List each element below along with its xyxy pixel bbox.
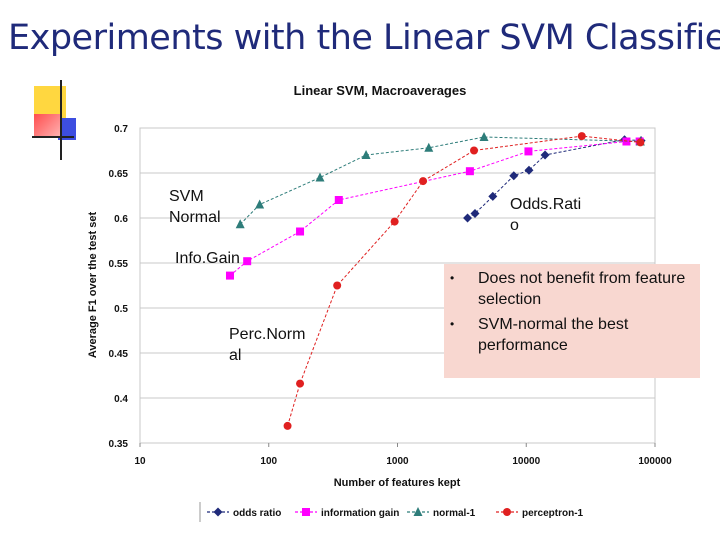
data-point <box>488 191 498 201</box>
data-point <box>465 167 474 176</box>
horizontal-line <box>32 136 74 138</box>
bullet-dot-icon: • <box>450 271 455 285</box>
y-tick-label: 0.6 <box>114 214 128 225</box>
annotation-odds-ratio: Odds.Rati o <box>510 196 582 234</box>
blue-square <box>58 118 76 140</box>
x-tick-labels: 10 100 1000 10000 100000 <box>134 456 672 467</box>
legend-item: normal-1 <box>407 507 476 519</box>
annotation-perc-normal: Perc.Norm al <box>229 326 306 364</box>
decorative-squares <box>30 80 80 160</box>
x-tick-label: 100000 <box>638 456 672 467</box>
data-point <box>524 147 533 156</box>
legend-label: normal-1 <box>433 508 476 519</box>
plot-series <box>225 132 646 430</box>
series-normal-1 <box>235 132 645 229</box>
annotation-info-gain: Info.Gain <box>175 250 240 267</box>
data-point <box>225 271 234 280</box>
data-point <box>540 150 550 160</box>
y-tick-label: 0.5 <box>114 304 128 315</box>
legend-label: information gain <box>321 508 399 519</box>
data-point <box>463 213 473 223</box>
x-axis-label: Number of features kept <box>334 477 461 489</box>
y-tick-label: 0.4 <box>114 394 128 405</box>
data-point <box>636 138 645 147</box>
legend-item: perceptron-1 <box>496 508 584 519</box>
legend-item: odds ratio <box>207 507 281 519</box>
data-point <box>524 165 534 175</box>
vertical-line <box>60 80 62 160</box>
legend: odds ratio information gain normal-1 percep… <box>199 502 584 522</box>
data-point <box>333 281 342 290</box>
data-point <box>243 257 252 266</box>
data-point <box>577 132 586 141</box>
legend-marker <box>302 508 310 516</box>
series-line-odds-ratio <box>467 139 642 219</box>
y-tick-labels: 0.35 0.4 0.45 0.5 0.55 0.6 0.65 0.7 <box>109 124 129 450</box>
data-point <box>479 132 489 141</box>
note-text: SVM-normal the best performance <box>478 316 629 354</box>
y-tick-label: 0.35 <box>109 439 129 450</box>
x-tick-label: 10000 <box>512 456 540 467</box>
data-point <box>424 142 434 152</box>
data-point <box>361 150 371 159</box>
red-square <box>34 114 60 136</box>
data-point <box>509 171 519 181</box>
data-point <box>255 199 265 209</box>
legend-marker <box>213 507 223 517</box>
series-line-information-gain <box>229 141 640 276</box>
note-bullet: • SVM-normal the best performance <box>444 314 700 356</box>
legend-label: odds ratio <box>233 508 281 519</box>
series-perceptron-1 <box>283 132 645 430</box>
data-point <box>296 227 305 236</box>
data-point <box>235 219 245 229</box>
data-point <box>390 217 399 226</box>
legend-marker <box>503 508 511 516</box>
data-point <box>296 379 305 388</box>
y-tick-label: 0.65 <box>109 169 129 180</box>
legend-item: information gain <box>295 508 399 519</box>
annotation-svm-normal: SVM Normal <box>169 188 221 226</box>
series-line-perceptron-1 <box>287 135 641 427</box>
y-tick-label: 0.7 <box>114 124 128 135</box>
y-axis-label: Average F1 over the test set <box>87 212 99 359</box>
bullet-dot-icon: • <box>450 317 455 331</box>
data-point <box>419 177 428 186</box>
data-point <box>470 209 480 218</box>
note-text: Does not benefit from feature selection <box>478 270 686 308</box>
legend-marker <box>413 507 423 516</box>
data-point <box>470 146 479 155</box>
data-point <box>315 172 325 182</box>
legend-label: perceptron-1 <box>522 508 584 519</box>
notes-box: • Does not benefit from feature selection… <box>444 264 700 378</box>
note-bullet: • Does not benefit from feature selection <box>444 268 700 310</box>
data-point <box>283 421 292 430</box>
slide-title: Experiments with the Linear SVM Classifi… <box>8 18 720 58</box>
x-tick-label: 10 <box>134 456 146 467</box>
x-tick-label: 100 <box>260 456 277 467</box>
y-tick-label: 0.45 <box>109 349 129 360</box>
x-tick-label: 1000 <box>386 456 409 467</box>
y-tick-label: 0.55 <box>109 259 129 270</box>
chart-title: Linear SVM, Macroaverages <box>294 83 467 98</box>
data-point <box>334 196 343 204</box>
